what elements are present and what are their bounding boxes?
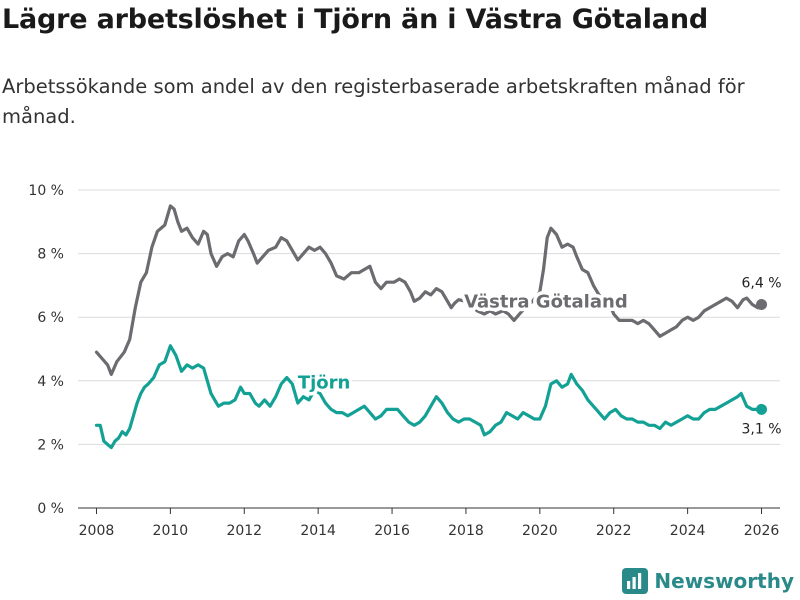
x-tick-label: 2020 bbox=[522, 523, 558, 539]
newsworthy-wordmark: Newsworthy bbox=[654, 569, 794, 593]
y-tick-label: 6 % bbox=[37, 310, 64, 326]
newsworthy-icon bbox=[622, 568, 649, 594]
y-tick-label: 4 % bbox=[37, 374, 64, 390]
series-label-vastra-gotaland: Västra Götaland bbox=[464, 291, 628, 312]
x-tick-label: 2016 bbox=[374, 523, 410, 539]
end-label-vastra-gotaland: 6,4 % bbox=[742, 275, 782, 291]
series-line-vastra-gotaland bbox=[94, 204, 764, 376]
series-label-tjorn: Tjörn bbox=[298, 372, 351, 393]
y-tick-label: 10 % bbox=[28, 183, 64, 199]
series-line-tjorn bbox=[94, 344, 764, 450]
y-tick-label: 0 % bbox=[37, 501, 64, 517]
y-tick-label: 8 % bbox=[37, 247, 64, 263]
chart-subtitle: Arbetssökande som andel av den registerb… bbox=[2, 75, 745, 128]
end-label-tjorn: 3,1 % bbox=[742, 421, 782, 437]
x-tick-label: 2024 bbox=[670, 523, 706, 539]
end-point-tjorn bbox=[756, 403, 768, 415]
chart-title: Lägre arbetslöshet i Tjörn än i Västra G… bbox=[2, 4, 708, 35]
x-tick-label: 2012 bbox=[226, 523, 262, 539]
x-tick-label: 2022 bbox=[596, 523, 632, 539]
x-tick-label: 2026 bbox=[744, 523, 780, 539]
x-tick-label: 2008 bbox=[79, 523, 115, 539]
y-tick-label: 2 % bbox=[37, 437, 64, 453]
x-tick-label: 2014 bbox=[300, 523, 336, 539]
newsworthy-logo: Newsworthy bbox=[622, 568, 794, 594]
x-tick-label: 2018 bbox=[448, 523, 484, 539]
end-point-vastra-gotaland bbox=[756, 298, 768, 310]
x-tick-label: 2010 bbox=[153, 523, 189, 539]
